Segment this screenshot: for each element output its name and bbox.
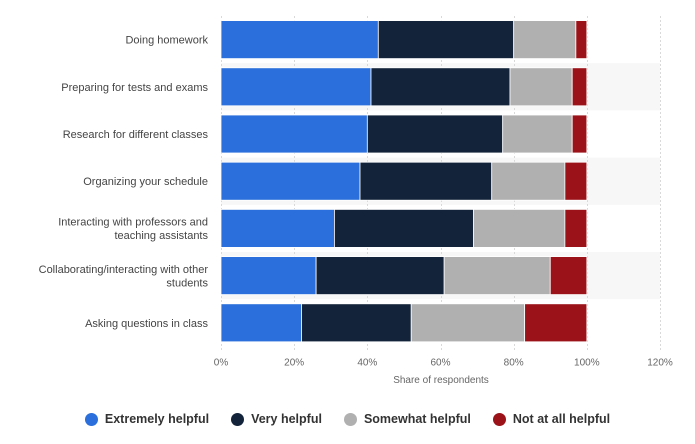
bar-segment[interactable] (220, 114, 368, 154)
bar-segment[interactable] (513, 20, 577, 60)
bar-segment[interactable] (315, 256, 445, 296)
category-label: Organizing your schedule (83, 176, 208, 188)
category-label: Asking questions in class (85, 318, 208, 330)
x-tick-label: 120% (647, 357, 673, 368)
bar-segment[interactable] (410, 303, 526, 343)
legend-marker (492, 412, 506, 426)
bar-segment[interactable] (502, 114, 573, 154)
bar-segment[interactable] (524, 303, 588, 343)
legend-marker (343, 412, 357, 426)
bar-segment[interactable] (220, 67, 372, 107)
legend-item[interactable]: Not at all helpful (492, 412, 611, 426)
bar-segment[interactable] (473, 208, 566, 248)
x-tick-label: 60% (430, 357, 450, 368)
stacked-bar-chart: Doing homework Preparing for tests and ex… (39, 16, 673, 386)
legend: Extremely helpful Very helpful Somewhat he… (0, 407, 695, 431)
bar-segment[interactable] (377, 20, 515, 60)
bars (220, 20, 588, 343)
bar-segment[interactable] (575, 20, 588, 60)
bar-segment[interactable] (564, 161, 588, 201)
x-tick-label: 80% (504, 357, 524, 368)
bar-segment[interactable] (571, 114, 588, 154)
bar-segment[interactable] (491, 161, 566, 201)
category-label: Interacting with professors and teaching … (58, 217, 208, 243)
legend-marker (84, 412, 98, 426)
bar-segment[interactable] (220, 208, 335, 248)
bar-segment[interactable] (366, 114, 504, 154)
x-tick-label: 100% (574, 357, 600, 368)
bar-segment[interactable] (370, 67, 511, 107)
bar-segment[interactable] (220, 161, 361, 201)
bar-segment[interactable] (443, 256, 551, 296)
bar-segment[interactable] (220, 20, 379, 60)
legend-item[interactable]: Extremely helpful (84, 412, 210, 426)
legend-label: Extremely helpful (104, 412, 210, 426)
x-tick-label: 20% (284, 357, 304, 368)
x-axis-title: Share of respondents (393, 375, 489, 386)
bar-segment[interactable] (571, 67, 588, 107)
x-tick-label: 40% (357, 357, 377, 368)
x-tick-label: 0% (214, 357, 229, 368)
bar-segment[interactable] (220, 256, 317, 296)
x-axis-ticks: 0% 20% 40% 60% 80% 100% 120% (214, 357, 673, 368)
bar-segment[interactable] (301, 303, 412, 343)
bar-segment[interactable] (334, 208, 474, 248)
bar-segment[interactable] (359, 161, 493, 201)
bar-segment[interactable] (220, 303, 302, 343)
bar-segment[interactable] (564, 208, 588, 248)
legend-item[interactable]: Somewhat helpful (343, 412, 471, 426)
legend-label: Very helpful (251, 412, 322, 426)
bar-segment[interactable] (549, 256, 588, 296)
category-label: Doing homework (125, 35, 208, 47)
category-label: Collaborating/interacting with other stud… (39, 264, 209, 290)
legend-marker (231, 412, 245, 426)
legend-label: Not at all helpful (512, 412, 611, 426)
bar-segment[interactable] (509, 67, 573, 107)
category-labels: Doing homework Preparing for tests and ex… (39, 35, 209, 330)
legend-item[interactable]: Very helpful (231, 412, 322, 426)
legend-label: Somewhat helpful (363, 412, 471, 426)
category-label: Preparing for tests and exams (61, 82, 208, 94)
category-label: Research for different classes (63, 129, 209, 141)
